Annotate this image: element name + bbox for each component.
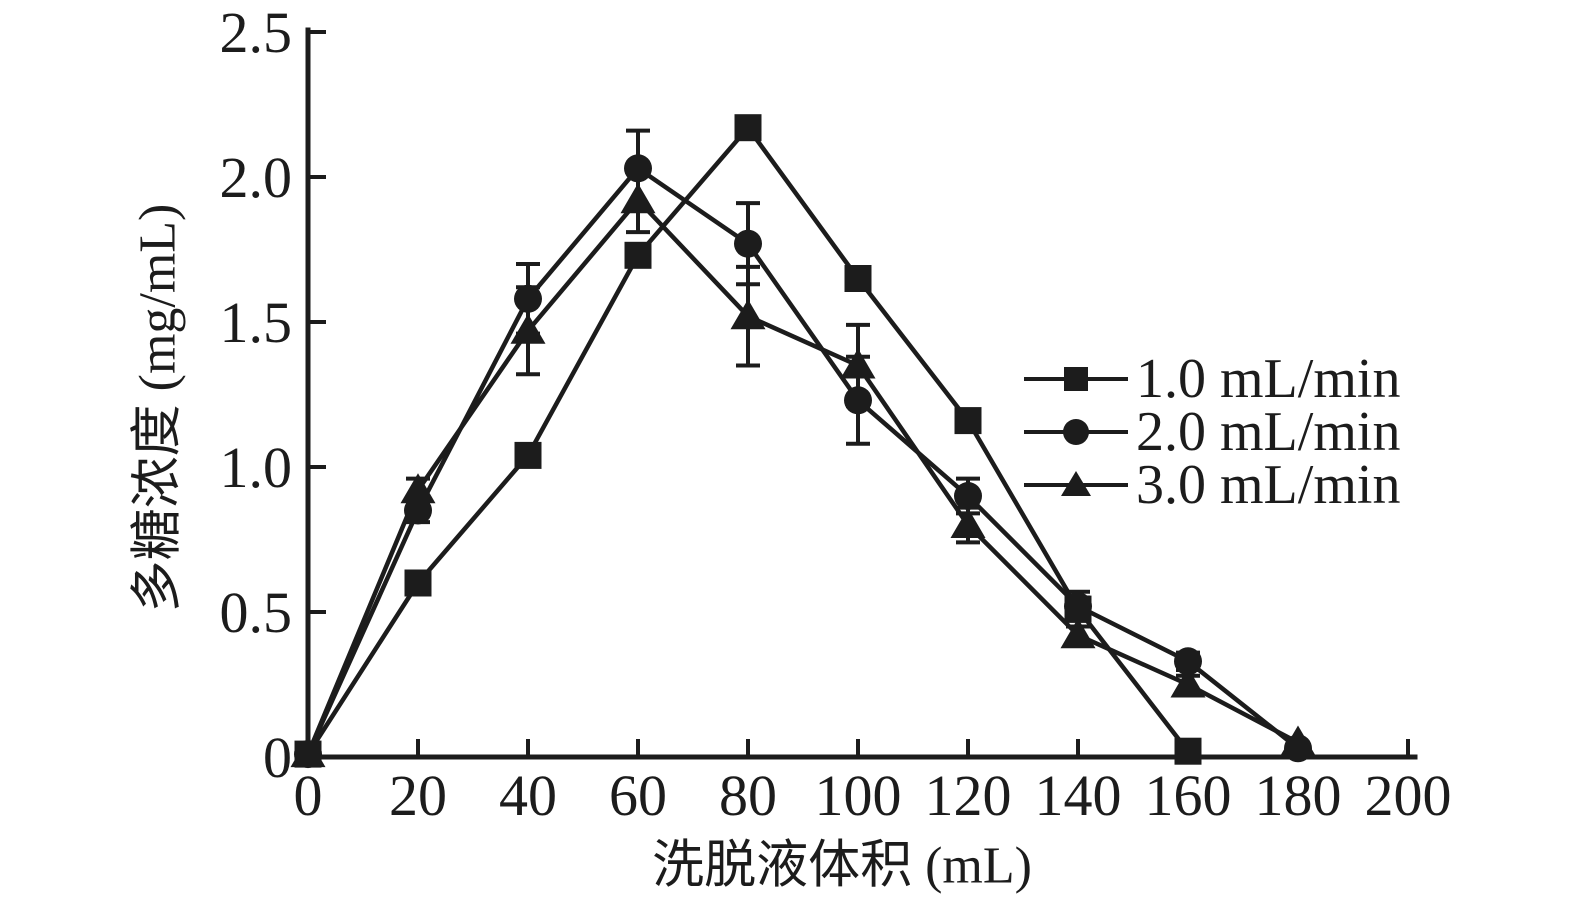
- y-tick-label-1: 1.0: [220, 435, 293, 500]
- y-tick-label-0: 0: [263, 725, 292, 790]
- legend-label-1: 1.0 mL/min: [1136, 347, 1401, 410]
- axes: [305, 27, 1418, 760]
- legend-item-2: 2.0 mL/min: [1022, 400, 1401, 463]
- x-tick-label-180: 180: [1255, 763, 1342, 828]
- x-tick-label-200: 200: [1365, 763, 1452, 828]
- legend: 1.0 mL/min 2.0 mL/min 3.0 mL/min: [1022, 347, 1401, 516]
- y-tick-label-0.5: 0.5: [220, 580, 293, 645]
- x-tick-label-0: 0: [294, 763, 323, 828]
- x-tick-label-100: 100: [815, 763, 902, 828]
- legend-marker-square-icon: [1024, 366, 1128, 391]
- x-tick-label-20: 20: [389, 763, 447, 828]
- legend-marker-triangle-icon: [1024, 470, 1128, 496]
- series-line-triangle: [305, 196, 1300, 755]
- x-tick-label-40: 40: [499, 763, 557, 828]
- legend-label-2: 2.0 mL/min: [1136, 400, 1401, 463]
- x-tick-label-120: 120: [925, 763, 1012, 828]
- series-line-circle: [305, 165, 1300, 756]
- y-axis-ticks: 0 0.5 1.0 1.5 2.0 2.5: [220, 0, 326, 790]
- y-tick-label-2.5: 2.5: [220, 0, 293, 65]
- x-tick-label-80: 80: [719, 763, 777, 828]
- x-axis-ticks: 0 20 40 60 80 100 120 140 160 180 200: [294, 739, 1452, 828]
- y-axis-title: 多糖浓度 (mg/mL): [129, 203, 187, 613]
- y-tick-label-1.5: 1.5: [220, 290, 293, 355]
- legend-label-3: 3.0 mL/min: [1136, 453, 1401, 516]
- series-markers-square: [294, 114, 1202, 768]
- series-markers-triangle: [290, 183, 1316, 768]
- x-axis-title: 洗脱液体积 (mL): [652, 837, 1032, 895]
- y-tick-label-2: 2.0: [220, 145, 293, 210]
- x-tick-label-140: 140: [1035, 763, 1122, 828]
- x-tick-label-160: 160: [1145, 763, 1232, 828]
- legend-marker-circle-icon: [1024, 418, 1128, 445]
- legend-item-1: 1.0 mL/min: [1022, 347, 1401, 410]
- legend-item-3: 3.0 mL/min: [1022, 453, 1401, 516]
- x-tick-label-60: 60: [609, 763, 667, 828]
